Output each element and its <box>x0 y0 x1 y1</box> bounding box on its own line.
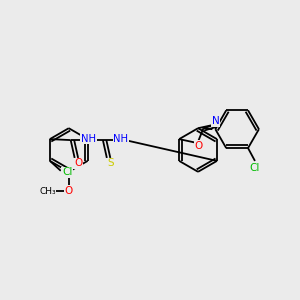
Text: NH: NH <box>113 134 128 144</box>
Text: CH₃: CH₃ <box>39 187 56 196</box>
Text: O: O <box>194 141 202 151</box>
Text: O: O <box>74 158 82 168</box>
Text: N: N <box>212 116 220 126</box>
Text: Cl: Cl <box>250 163 260 173</box>
Text: NH: NH <box>81 134 96 144</box>
Text: S: S <box>107 158 114 168</box>
Text: O: O <box>64 186 73 196</box>
Text: Cl: Cl <box>62 167 72 177</box>
